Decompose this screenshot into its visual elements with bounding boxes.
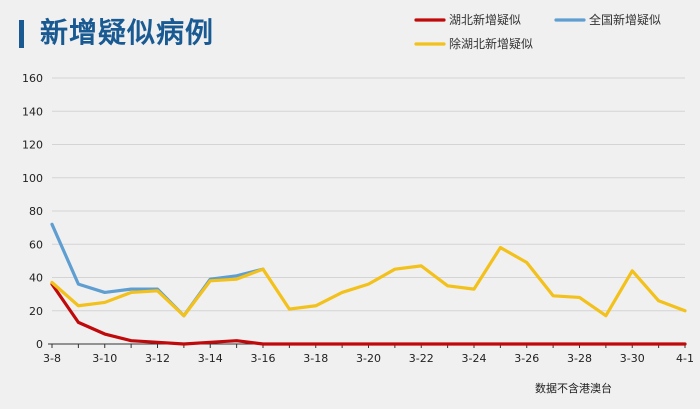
x-tick-label: 3-18 — [303, 352, 328, 365]
x-tick-label: 3-20 — [356, 352, 381, 365]
y-tick-label-60: 60 — [29, 238, 43, 251]
title-accent-bar — [19, 20, 24, 48]
x-tick-label: 3-16 — [251, 352, 276, 365]
x-tick-label: 3-30 — [620, 352, 645, 365]
y-tick-label-40: 40 — [29, 272, 43, 285]
footnote: 数据不含港澳台 — [535, 382, 612, 395]
y-tick-label-80: 80 — [29, 205, 43, 218]
y-tick-label-0: 0 — [36, 338, 43, 351]
series-lines — [50, 222, 687, 346]
x-tick-label: 3-8 — [43, 352, 61, 365]
x-tick-label: 3-26 — [514, 352, 539, 365]
legend-label-1: 全国新增疑似 — [589, 12, 661, 27]
series-line-2 — [50, 245, 687, 318]
legend-label-0: 湖北新增疑似 — [449, 12, 521, 27]
x-tick-label: 3-24 — [462, 352, 487, 365]
x-tick-label: 3-28 — [567, 352, 592, 365]
x-axis-ticks: 3-8 3-10 3-12 3-14 3-16 3-18 3-20 3-22 3-24 3-26 3… — [43, 344, 694, 365]
x-tick-label: 3-10 — [92, 352, 117, 365]
x-tick-label: 4-1 — [676, 352, 694, 365]
y-tick-label-140: 140 — [22, 105, 43, 118]
x-tick-label: 3-14 — [198, 352, 223, 365]
series-line-0 — [50, 282, 687, 346]
y-tick-label-120: 120 — [22, 139, 43, 152]
x-tick-label: 3-12 — [145, 352, 170, 365]
grid-lines — [48, 77, 685, 345]
legend-label-2: 除湖北新增疑似 — [449, 36, 533, 51]
y-tick-label-160: 160 — [22, 72, 43, 85]
y-tick-label-20: 20 — [29, 305, 43, 318]
x-tick-label: 3-22 — [409, 352, 434, 365]
y-axis-ticks: 0 20 40 60 80 100 120 140 160 — [22, 72, 43, 351]
chart-title: 新增疑似病例 — [40, 16, 215, 49]
y-tick-label-100: 100 — [22, 172, 43, 185]
series-line-1 — [50, 222, 265, 318]
